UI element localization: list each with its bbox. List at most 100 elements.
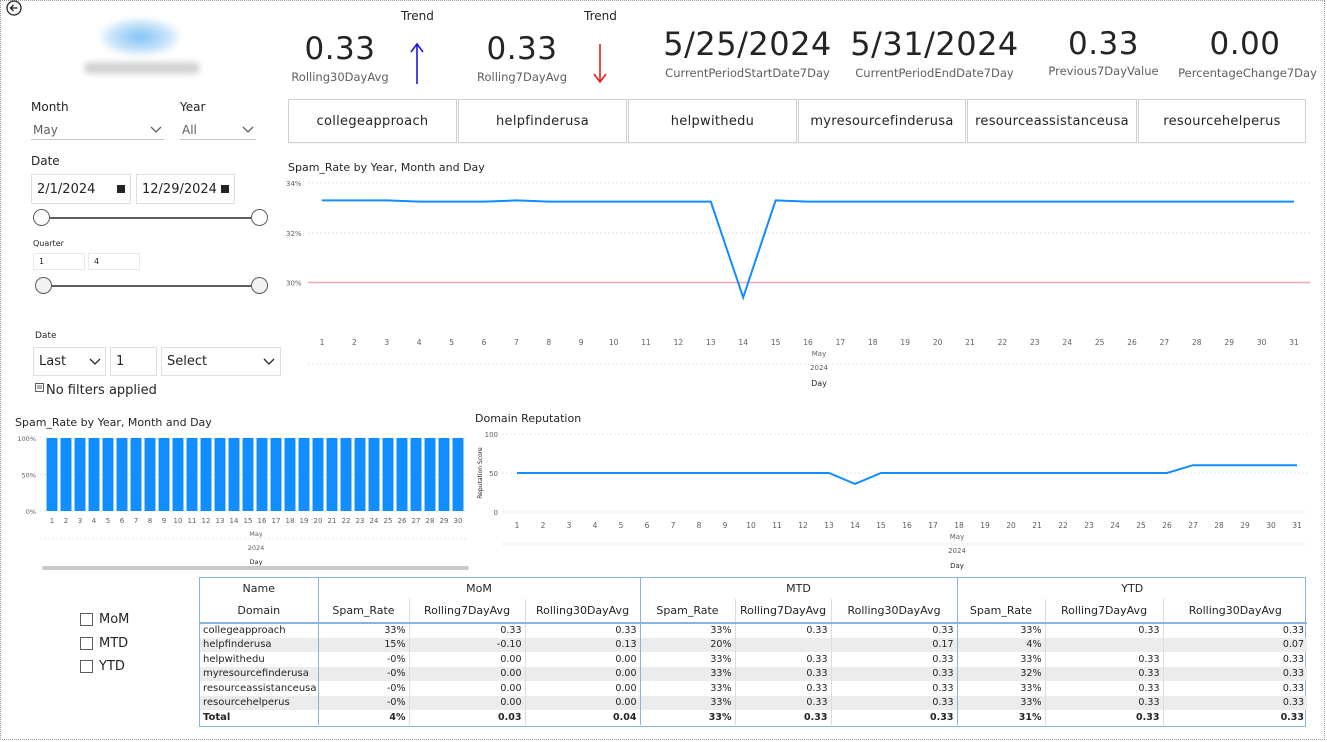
relative-mode-dropdown[interactable]: Last: [33, 347, 106, 376]
calendar-icon[interactable]: [117, 185, 125, 193]
col-header[interactable]: Spam_Rate: [957, 599, 1045, 623]
tile-collegeapproach[interactable]: collegeapproach: [288, 99, 457, 143]
bar[interactable]: [117, 438, 128, 511]
date-slider-start-handle[interactable]: [33, 209, 50, 226]
col-header[interactable]: Rolling7DayAvg: [409, 599, 525, 623]
x-tick-label: 30: [1257, 338, 1267, 347]
end-date-input[interactable]: 12/29/2024: [136, 174, 235, 204]
col-header[interactable]: Rolling7DayAvg: [1045, 599, 1163, 623]
horizontal-scrollbar[interactable]: [42, 566, 469, 570]
calendar-icon[interactable]: [221, 185, 229, 193]
quarter-slider-end-handle[interactable]: [251, 277, 268, 294]
bar[interactable]: [257, 438, 268, 511]
bar[interactable]: [285, 438, 296, 511]
bar[interactable]: [355, 438, 366, 511]
checkbox[interactable]: [80, 613, 93, 626]
col-header[interactable]: Rolling7DayAvg: [735, 599, 831, 623]
x-tick-label: 12: [674, 338, 684, 347]
bar[interactable]: [453, 438, 464, 511]
bar[interactable]: [75, 438, 86, 511]
table-row[interactable]: helpfinderusa 15% -0.10 0.13 20% 0.17 4% 0.07: [200, 638, 1307, 653]
bar[interactable]: [327, 438, 338, 511]
bar[interactable]: [299, 438, 310, 511]
bar[interactable]: [383, 438, 394, 511]
bar[interactable]: [173, 438, 184, 511]
back-arrow-icon[interactable]: [4, 0, 24, 20]
relative-unit-dropdown[interactable]: Select: [161, 347, 281, 376]
table-cell: 33%: [318, 623, 409, 638]
date-slider-track[interactable]: [42, 217, 260, 219]
table-cell: 32%: [957, 667, 1045, 682]
bar[interactable]: [313, 438, 324, 511]
relative-count-input[interactable]: 1: [110, 347, 157, 376]
year-dropdown[interactable]: All: [180, 120, 256, 140]
bar[interactable]: [229, 438, 240, 511]
bar[interactable]: [439, 438, 450, 511]
x-tick-label: 30: [454, 517, 463, 525]
x-tick-label: 5: [449, 338, 454, 347]
bar[interactable]: [271, 438, 282, 511]
table-cell: 33%: [957, 696, 1045, 711]
bar[interactable]: [397, 438, 408, 511]
col-header[interactable]: Rolling30DayAvg: [525, 599, 640, 623]
toggle-mom[interactable]: MoM: [80, 612, 129, 627]
checkbox[interactable]: [80, 637, 93, 650]
col-header[interactable]: Rolling30DayAvg: [1163, 599, 1307, 623]
row-domain-name: helpwithedu: [200, 652, 318, 667]
table-row[interactable]: resourcehelperus -0% 0.00 0.00 33% 0.33 0.33 33…: [200, 696, 1307, 711]
bar[interactable]: [243, 438, 254, 511]
quarter-slicer-label: Quarter: [33, 239, 64, 248]
toggle-ytd[interactable]: YTD: [80, 659, 125, 674]
bar[interactable]: [215, 438, 226, 511]
quarter-slider-start-handle[interactable]: [35, 277, 52, 294]
table-row[interactable]: helpwithedu -0% 0.00 0.00 33% 0.33 0.33 33% 0.33…: [200, 652, 1307, 667]
tile-myresourcefinderusa[interactable]: myresourcefinderusa: [798, 99, 966, 143]
bar[interactable]: [131, 438, 142, 511]
bar[interactable]: [187, 438, 198, 511]
table-row[interactable]: collegeapproach 33% 0.33 0.33 33% 0.33 0.33 33%…: [200, 623, 1307, 638]
start-date-input[interactable]: 2/1/2024: [31, 174, 131, 204]
bar[interactable]: [61, 438, 72, 511]
bar[interactable]: [341, 438, 352, 511]
x-tick-label: 25: [384, 517, 393, 525]
reputation-series-line[interactable]: [517, 465, 1297, 484]
bar[interactable]: [145, 438, 156, 511]
tile-helpfinderusa[interactable]: helpfinderusa: [458, 99, 627, 143]
bar[interactable]: [159, 438, 170, 511]
table-cell: 0.33: [1163, 696, 1307, 711]
bar[interactable]: [89, 438, 100, 511]
bar[interactable]: [369, 438, 380, 511]
quarter-end-input[interactable]: 4: [88, 253, 140, 270]
checkbox[interactable]: [80, 660, 93, 673]
table-row[interactable]: Total 4% 0.03 0.04 33% 0.33 0.33 31% 0.33 0.33: [200, 710, 1307, 725]
spam-rate-line-chart[interactable]: 34%32%30%1 2 3 4 5 6 7 8 9 10 11 12 13 14 15 16 17 18 19 20…: [284, 172, 1310, 394]
matrix-group-mtd: MTD: [640, 578, 957, 599]
tile-resourcehelperus[interactable]: resourcehelperus: [1138, 99, 1306, 143]
bar[interactable]: [425, 438, 436, 511]
domain-matrix-table[interactable]: Name MoM MTD YTD Domain Spam_Rate Rollin…: [199, 577, 1306, 727]
date-slider-end-handle[interactable]: [251, 209, 268, 226]
col-header[interactable]: Rolling30DayAvg: [831, 599, 957, 623]
table-row[interactable]: resourceassistanceusa -0% 0.00 0.00 33% 0.33 0…: [200, 681, 1307, 696]
x-tick-label: 22: [342, 517, 351, 525]
tile-resourceassistanceusa[interactable]: resourceassistanceusa: [967, 99, 1137, 143]
quarter-start-input[interactable]: 1: [33, 253, 85, 270]
bar[interactable]: [47, 438, 58, 511]
table-cell: 0.00: [525, 667, 640, 682]
tile-helpwithedu[interactable]: helpwithedu: [628, 99, 797, 143]
bar[interactable]: [411, 438, 422, 511]
quarter-slider-track[interactable]: [44, 285, 260, 287]
col-header[interactable]: Spam_Rate: [318, 599, 409, 623]
table-row[interactable]: myresourcefinderusa -0% 0.00 0.00 33% 0.33 0.3…: [200, 667, 1307, 682]
bar[interactable]: [103, 438, 114, 511]
month-dropdown[interactable]: May: [31, 120, 164, 140]
x-tick-label: 17: [272, 517, 281, 525]
x-tick-label: 7: [514, 338, 519, 347]
bar[interactable]: [201, 438, 212, 511]
toggle-mtd[interactable]: MTD: [80, 636, 128, 651]
spam-rate-bar-chart[interactable]: 100%50%0%1 2 3 4 5 6 7 8 9 10 11 12 13 14 15 16 17 18 19 20…: [10, 427, 470, 572]
col-header[interactable]: Spam_Rate: [640, 599, 735, 623]
x-tick-label: 13: [706, 338, 716, 347]
x-tick-label: 20: [314, 517, 323, 525]
